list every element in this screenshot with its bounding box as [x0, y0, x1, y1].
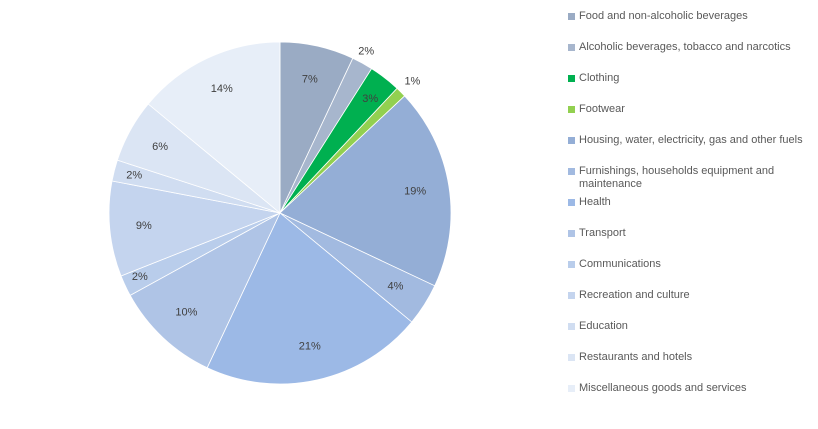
pie-data-label: 21%: [299, 341, 321, 353]
legend-swatch: [568, 292, 575, 299]
legend-item: Food and non-alcoholic beverages: [568, 10, 816, 23]
pie-slice: [108, 180, 282, 277]
legend-label: Recreation and culture: [579, 289, 690, 301]
legend-swatch: [568, 44, 575, 51]
legend-label: Communications: [579, 258, 661, 270]
legend-swatch: [568, 168, 575, 175]
legend-swatch: [568, 230, 575, 237]
pie-data-label: 2%: [358, 46, 374, 58]
legend-item: Communications: [568, 258, 816, 271]
pie-data-label: 6%: [152, 141, 168, 153]
legend-label: Health: [579, 196, 611, 208]
pie-data-label: 7%: [302, 74, 318, 86]
legend-swatch: [568, 199, 575, 206]
legend-label: Clothing: [579, 72, 620, 84]
legend-label: Housing, water, electricity, gas and oth…: [579, 134, 803, 146]
legend-item: Furnishings, households equipment and ma…: [568, 165, 816, 191]
legend-swatch: [568, 323, 575, 330]
legend-swatch: [568, 75, 575, 82]
legend-label: Furnishings, households equipment and ma…: [579, 165, 775, 190]
pie-data-label: 10%: [175, 307, 197, 319]
legend-label: Transport: [579, 227, 626, 239]
legend-label: Education: [579, 320, 628, 332]
pie-slice: [129, 212, 281, 369]
legend-item: Education: [568, 320, 816, 333]
legend-item: Restaurants and hotels: [568, 351, 816, 364]
pie-slice: [147, 41, 281, 214]
pie-data-label: 2%: [126, 170, 142, 182]
legend-swatch: [568, 385, 575, 392]
pie-slice: [206, 212, 413, 385]
legend-item: Footwear: [568, 103, 816, 116]
pie-data-labels: 7% 2% 3% 1% 19% 4% 21% 10% 2% 9% 2% 6% 14%: [126, 46, 426, 353]
pie-data-label: 2%: [132, 271, 148, 283]
legend-label: Miscellaneous goods and services: [579, 382, 747, 394]
legend-item: Housing, water, electricity, gas and oth…: [568, 134, 816, 147]
legend-label: Alcoholic beverages, tobacco and narcoti…: [579, 41, 791, 53]
pie-slices: [108, 41, 452, 385]
legend-swatch: [568, 13, 575, 20]
pie-data-label: 9%: [136, 220, 152, 232]
legend-swatch: [568, 261, 575, 268]
pie-data-label: 14%: [211, 83, 233, 95]
pie-data-label: 1%: [404, 76, 420, 88]
legend-swatch: [568, 106, 575, 113]
pie-data-label: 19%: [404, 186, 426, 198]
legend-label: Food and non-alcoholic beverages: [579, 10, 748, 22]
legend-item: Recreation and culture: [568, 289, 816, 302]
pie-data-label: 4%: [388, 280, 404, 292]
legend-item: Alcoholic beverages, tobacco and narcoti…: [568, 41, 816, 54]
legend-swatch: [568, 137, 575, 144]
legend-item: Miscellaneous goods and services: [568, 382, 816, 395]
legend-label: Restaurants and hotels: [579, 351, 693, 363]
legend-item: Health: [568, 196, 816, 209]
legend-item: Clothing: [568, 72, 816, 85]
pie-data-label: 3%: [362, 93, 378, 105]
legend-item: Transport: [568, 227, 816, 240]
pie-slice: [279, 95, 452, 287]
legend-label: Footwear: [579, 103, 625, 115]
legend-swatch: [568, 354, 575, 361]
